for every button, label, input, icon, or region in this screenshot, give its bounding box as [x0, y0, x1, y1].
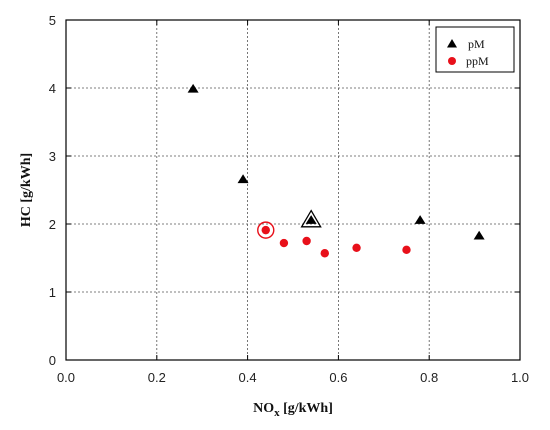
- x-tick-label: 0.6: [329, 370, 347, 385]
- y-tick-label: 3: [49, 149, 56, 164]
- x-axis-title: NOx [g/kWh]: [253, 401, 333, 419]
- series-ppM: [257, 221, 411, 258]
- data-point-ppM: [261, 225, 270, 235]
- plot-frame: [65, 19, 521, 361]
- y-tick-label: 5: [49, 13, 56, 28]
- data-point-pM: [187, 83, 199, 93]
- grid-lines: [66, 20, 520, 360]
- series-pM: [187, 83, 485, 240]
- data-point-pM: [305, 215, 317, 224]
- x-tick-label: 1.0: [511, 370, 529, 385]
- legend-box: [435, 26, 515, 73]
- data-point-ppM: [279, 238, 289, 248]
- y-tick-label: 2: [49, 217, 56, 232]
- x-tick-labels: 0.0 0.2 0.4 0.6 0.8 1.0: [57, 370, 529, 385]
- x-tick-label: 0.2: [148, 370, 166, 385]
- legend: pM ppM: [435, 26, 515, 73]
- legend-label-ppM: ppM: [466, 54, 489, 68]
- plot-area: [66, 20, 520, 360]
- legend-marker-pM: [447, 39, 457, 48]
- data-series: [187, 83, 485, 258]
- y-axis-title: HC [g/kWh]: [19, 153, 34, 227]
- data-point-ppM: [352, 243, 361, 252]
- data-point-ppM: [320, 249, 329, 258]
- highlight-ring-ppM: [257, 221, 275, 239]
- y-tick-label: 0: [49, 353, 56, 368]
- y-tick-label: 4: [49, 81, 56, 96]
- x-tick-label: 0.0: [57, 370, 75, 385]
- legend-marker-ppM: [448, 57, 456, 65]
- data-point-ppM: [302, 236, 311, 246]
- y-tick-labels: 0 1 2 3 4 5: [49, 13, 56, 368]
- y-tick-label: 1: [49, 285, 56, 300]
- data-point-pM: [473, 230, 485, 240]
- data-point-pM: [414, 215, 426, 224]
- data-point-ppM: [402, 245, 411, 255]
- legend-label-pM: pM: [468, 37, 485, 51]
- x-tick-label: 0.4: [239, 370, 257, 385]
- data-point-pM: [237, 174, 249, 184]
- highlight-ring-pM: [300, 209, 322, 228]
- x-tick-label: 0.8: [420, 370, 438, 385]
